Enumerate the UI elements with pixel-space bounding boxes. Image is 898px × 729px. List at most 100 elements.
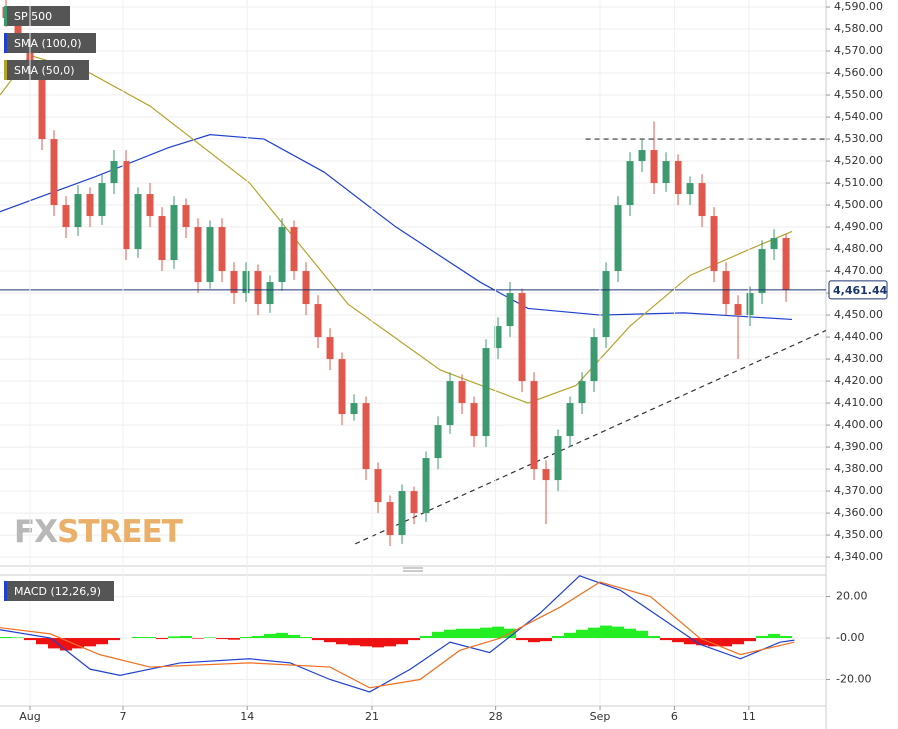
- candle-body: [530, 381, 538, 470]
- candle-body: [50, 139, 58, 206]
- histogram-bar: [648, 635, 661, 639]
- watermark: FXSTREET: [14, 514, 183, 550]
- y-tick-label: 4,530.00: [834, 132, 883, 145]
- candle-body: [398, 491, 406, 536]
- candle-body: [578, 381, 586, 404]
- y-tick-label: 4,580.00: [834, 22, 883, 35]
- last-price-box: [828, 280, 888, 300]
- histogram-bar: [780, 635, 793, 639]
- y-tick-label: -20.00: [836, 672, 871, 685]
- x-tick-label: Sep: [590, 710, 611, 723]
- legend-box: [4, 60, 89, 80]
- histogram-bar: [336, 638, 349, 645]
- candle-body: [554, 436, 562, 481]
- candle-body: [758, 249, 766, 294]
- candle-body: [374, 469, 382, 503]
- x-tick-label: 21: [365, 710, 379, 723]
- candle-body: [410, 491, 418, 514]
- histogram-bar: [564, 632, 577, 639]
- y-tick-label: 4,570.00: [834, 44, 883, 57]
- histogram-bar: [360, 638, 373, 647]
- macd-panel: 20.00 -0.00 -20.00 Aug 7 14 21 28 Sep 6 11 MACD (12…: [0, 0, 871, 723]
- y-tick-label: 4,380.00: [834, 462, 883, 475]
- histogram-bar: [468, 628, 481, 639]
- y-tick-label: 4,390.00: [834, 440, 883, 453]
- y-tick-label: 4,500.00: [834, 198, 883, 211]
- histogram-bar: [312, 638, 325, 641]
- y-tick-label: 4,470.00: [834, 264, 883, 277]
- sma-line: [0, 134, 793, 321]
- candle-body: [254, 271, 262, 305]
- candle-body: [74, 194, 82, 228]
- macd-line: [0, 575, 795, 693]
- histogram-bar: [540, 638, 553, 642]
- histogram-bar: [720, 638, 733, 647]
- histogram-bar: [756, 635, 769, 639]
- histogram-bar: [768, 633, 781, 639]
- y-tick-label: 4,430.00: [834, 352, 883, 365]
- y-tick-label: 4,560.00: [834, 66, 883, 79]
- y-tick-label: 4,410.00: [834, 396, 883, 409]
- y-tick-label: 4,370.00: [834, 484, 883, 497]
- x-tick-label: 28: [489, 710, 503, 723]
- candle-body: [782, 238, 790, 290]
- histogram-bar: [96, 638, 109, 645]
- x-tick-label: 14: [240, 710, 254, 723]
- sma-line: [0, 54, 793, 404]
- y-tick-label: 4,590.00: [834, 0, 883, 13]
- candle-body: [182, 205, 190, 228]
- candle-body: [674, 161, 682, 195]
- histogram-bar: [744, 638, 757, 642]
- legend-label: MACD (12,26,9): [14, 585, 101, 598]
- candle-body: [350, 403, 358, 415]
- x-tick-label: 11: [742, 710, 756, 723]
- candle-body: [386, 502, 394, 536]
- histogram-bar: [180, 635, 193, 639]
- y-tick-label: 4,540.00: [834, 110, 883, 123]
- candle-body: [482, 348, 490, 437]
- candle-body: [62, 205, 70, 228]
- histogram-bar: [36, 638, 49, 645]
- candle-body: [602, 271, 610, 338]
- candle-body: [14, 18, 22, 41]
- candle-body: [746, 293, 754, 316]
- candle-body: [110, 161, 118, 184]
- candle-body: [470, 403, 478, 437]
- candle-body: [638, 150, 646, 162]
- splitter[interactable]: [403, 567, 423, 572]
- histogram-bar: [372, 638, 385, 648]
- candle-body: [338, 359, 346, 415]
- candle-body: [170, 205, 178, 261]
- x-tick-label: Aug: [19, 710, 40, 723]
- candle-body: [86, 194, 94, 217]
- histogram-bar: [492, 626, 505, 639]
- candle-body: [590, 337, 598, 382]
- histogram-bar: [168, 636, 181, 639]
- histogram-bar: [324, 638, 337, 643]
- histogram-bar: [288, 634, 301, 639]
- candle-body: [734, 304, 742, 316]
- legend-label: SMA (50,0): [14, 64, 75, 77]
- histogram-bar: [204, 637, 217, 639]
- candle-body: [158, 216, 166, 261]
- histogram-bar: [216, 638, 229, 640]
- candle-body: [446, 381, 454, 426]
- candle-body: [326, 337, 334, 360]
- histogram-bar: [228, 638, 241, 640]
- histogram-bar: [144, 636, 157, 639]
- histogram-bar: [432, 631, 445, 639]
- histogram-bar: [348, 638, 361, 646]
- x-tick-label: 6: [671, 710, 678, 723]
- histogram-bar: [696, 638, 709, 646]
- candle-body: [266, 282, 274, 305]
- candle-body: [698, 183, 706, 217]
- y-tick-label: 4,490.00: [834, 220, 883, 233]
- candle-body: [290, 227, 298, 272]
- histogram-bar: [636, 630, 649, 639]
- histogram-bar: [384, 638, 397, 647]
- histogram-bar: [264, 633, 277, 639]
- candle-body: [422, 458, 430, 514]
- x-tick-label: 7: [120, 710, 127, 723]
- histogram-bar: [108, 638, 121, 641]
